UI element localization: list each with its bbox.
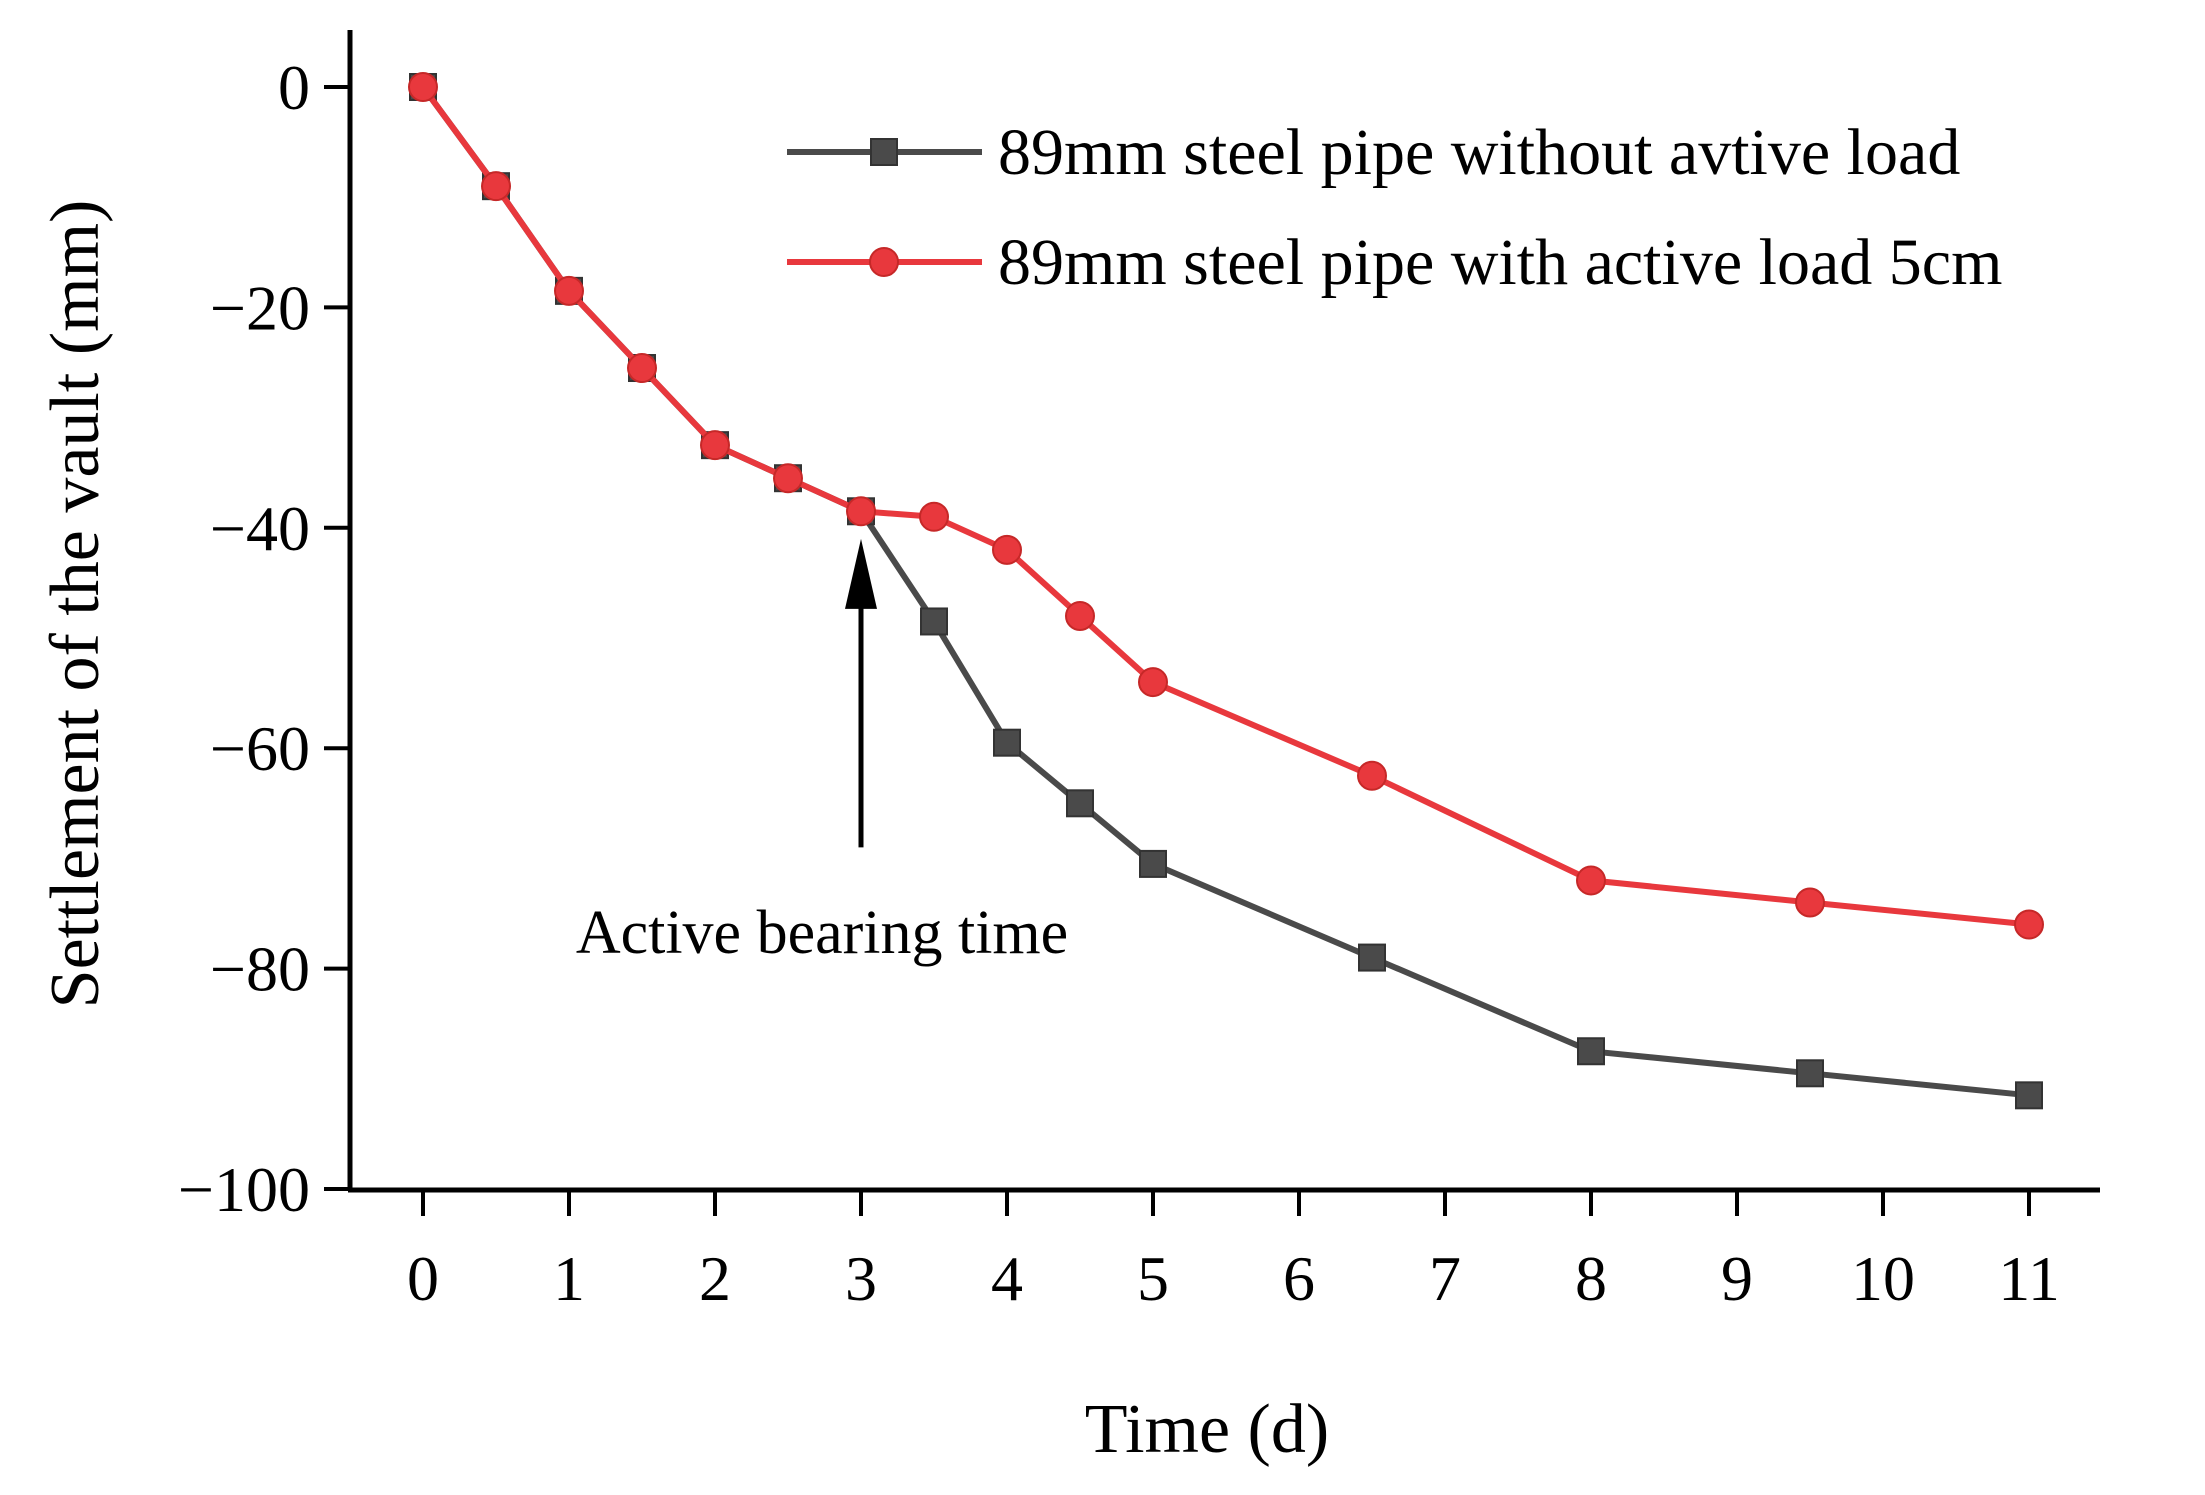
- y-tick-label: 0: [278, 52, 310, 123]
- x-tick-label: 7: [1429, 1243, 1461, 1314]
- x-tick-label: 4: [991, 1243, 1023, 1314]
- series-2-point: [846, 496, 876, 527]
- series-1-point: [2015, 1081, 2043, 1110]
- series-1-point: [920, 607, 948, 636]
- y-tick-label: −100: [178, 1154, 310, 1225]
- series-1-point: [1796, 1059, 1824, 1088]
- series-1-point: [1066, 789, 1094, 818]
- legend-marker-1: [870, 138, 898, 166]
- series-1-point: [1139, 849, 1167, 878]
- x-tick-label: 2: [699, 1243, 731, 1314]
- x-tick-label: 9: [1721, 1243, 1753, 1314]
- annotation-arrow-head: [845, 538, 877, 609]
- legend-label-2: 89mm steel pipe with active load 5cm: [998, 226, 2002, 299]
- annotation-layer: Active bearing time: [576, 538, 1068, 967]
- series-2-point: [2014, 909, 2044, 940]
- annotation-label: Active bearing time: [576, 899, 1068, 967]
- x-tick-label: 10: [1851, 1243, 1915, 1314]
- series-2-point: [1357, 760, 1387, 791]
- x-axis-title: Time (d): [1085, 1391, 1329, 1468]
- x-tick-label: 6: [1283, 1243, 1315, 1314]
- series-2-point: [627, 353, 657, 384]
- x-tick-label: 1: [553, 1243, 585, 1314]
- series-2-point: [408, 72, 438, 102]
- axes: 0 1 2 3 4 5 6 7 8 9 10 11 0 −20 −40 −60 −80 −100: [178, 30, 2100, 1314]
- y-tick-label: −80: [210, 934, 310, 1005]
- series-2-point: [773, 463, 803, 494]
- y-tick-label: −20: [210, 272, 310, 343]
- series-2-point: [1795, 887, 1825, 918]
- series-2-point: [1576, 865, 1606, 896]
- series-2-point: [1138, 667, 1168, 698]
- series-2-point: [919, 501, 949, 532]
- series-2: [408, 72, 2044, 940]
- y-tick-label: −40: [210, 493, 310, 564]
- series-2-point: [481, 171, 511, 202]
- series-1-point: [993, 728, 1021, 757]
- legend-label-1: 89mm steel pipe without avtive load: [998, 116, 1960, 189]
- y-tick-label: −60: [210, 713, 310, 784]
- series-2-point: [1065, 600, 1095, 631]
- series-layer: [408, 72, 2044, 1110]
- x-tick-label: 3: [845, 1243, 877, 1314]
- series-2-point: [700, 430, 730, 461]
- x-tick-label: 8: [1575, 1243, 1607, 1314]
- x-tick-label: 5: [1137, 1243, 1169, 1314]
- series-2-point: [554, 275, 584, 306]
- series-2-point: [992, 534, 1022, 565]
- series-1-point: [1577, 1037, 1605, 1066]
- x-tick-label: 11: [1998, 1243, 2060, 1314]
- x-tick-label: 0: [407, 1243, 439, 1314]
- y-axis-title: Settlement of the vault (mm): [37, 200, 114, 1009]
- series-2-line: [420, 85, 2030, 928]
- series-1-point: [1358, 943, 1386, 972]
- legend-marker-2: [869, 247, 899, 277]
- legend: 89mm steel pipe without avtive load 89mm …: [787, 116, 2002, 299]
